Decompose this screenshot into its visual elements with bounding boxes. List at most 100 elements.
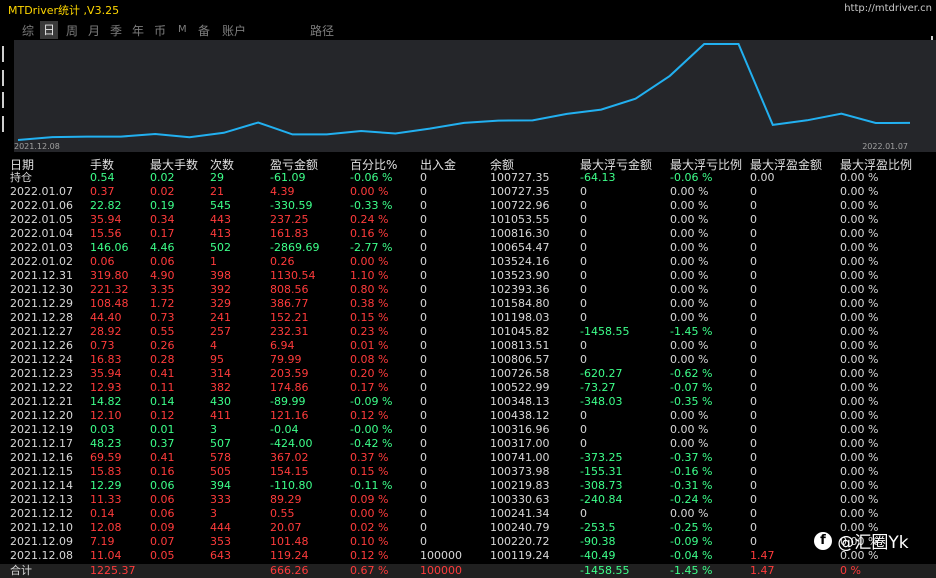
tab-notes[interactable]: 备 [198, 24, 211, 38]
col-max-lots[interactable]: 最大手数 [150, 158, 199, 172]
table-row[interactable]: 2021.12.15 15.83 0.16 505 154.15 0.15 % 0 10037… [0, 465, 936, 479]
col-percent[interactable]: 百分比% [350, 158, 398, 172]
table-row[interactable]: 2021.12.09 7.19 0.07 353 101.48 0.10 % 0 100220… [0, 535, 936, 549]
table-row[interactable]: 2021.12.13 11.33 0.06 333 89.29 0.09 % 0 100330… [0, 493, 936, 507]
col-date[interactable]: 日期 [10, 158, 35, 172]
table-row[interactable]: 2022.01.05 35.94 0.34 443 237.25 0.24 % 0 10105… [0, 213, 936, 227]
col-lots[interactable]: 手数 [90, 158, 115, 172]
cell-max-float-loss-pct: 0.00 % [670, 227, 709, 240]
cell-max-float-loss-pct: -0.09 % [670, 535, 713, 548]
cell-lots: 44.40 [90, 311, 122, 324]
cell-profit: 20.07 [270, 521, 302, 534]
cell-deposit: 0 [420, 493, 427, 506]
cell-max-lots: 0.02 [150, 185, 175, 198]
cell-lots: 14.82 [90, 395, 122, 408]
cell-date: 2021.12.30 [10, 283, 73, 296]
cell-max-lots: 4.46 [150, 241, 175, 254]
cell-profit: -0.04 [270, 423, 299, 436]
cell-date: 2021.12.12 [10, 507, 73, 520]
col-max-float-profit[interactable]: 最大浮盈金额 [750, 158, 823, 172]
table-row[interactable]: 2022.01.06 22.82 0.19 545 -330.59 -0.33 % 0 100… [0, 199, 936, 213]
tab-path[interactable]: 路径 [310, 24, 335, 38]
table-row[interactable]: 2021.12.16 69.59 0.41 578 367.02 0.37 % 0 10074… [0, 451, 936, 465]
cell-percent: -2.77 % [350, 241, 393, 254]
table-row[interactable]: 2021.12.27 28.92 0.55 257 232.31 0.23 % 0 10104… [0, 325, 936, 339]
cell-max-float-profit-pct: 0.00 % [840, 353, 879, 366]
col-count[interactable]: 次数 [210, 158, 235, 172]
cell-max-lots: 1.72 [150, 297, 175, 310]
cell-max-float-profit-pct: 0.00 % [840, 171, 879, 184]
tab-account[interactable]: 账户 [222, 24, 247, 38]
table-row[interactable]: 2021.12.10 12.08 0.09 444 20.07 0.02 % 0 100240… [0, 521, 936, 535]
cell-max-float-loss: 0 [580, 297, 587, 310]
table-row[interactable]: 2021.12.23 35.94 0.41 314 203.59 0.20 % 0 10072… [0, 367, 936, 381]
table-row[interactable]: 2021.12.20 12.10 0.12 411 121.16 0.12 % 0 10043… [0, 409, 936, 423]
total-lots: 1225.37 [90, 564, 136, 577]
cell-balance: 100654.47 [490, 241, 550, 254]
cell-max-float-loss: -253.5 [580, 521, 616, 534]
col-max-float-profit-pct[interactable]: 最大浮盈比例 [840, 158, 913, 172]
table-row[interactable]: 2022.01.07 0.37 0.02 21 4.39 0.00 % 0 100727.35… [0, 185, 936, 199]
cell-lots: 16.83 [90, 353, 122, 366]
tab-magic[interactable]: M [178, 24, 187, 35]
tab-year[interactable]: 年 [132, 24, 145, 38]
table-row[interactable]: 2021.12.31 319.80 4.90 398 1130.54 1.10 % 0 103… [0, 269, 936, 283]
cell-percent: 0.00 % [350, 507, 389, 520]
cell-count: 4 [210, 339, 217, 352]
cell-profit: 174.86 [270, 381, 309, 394]
cell-max-float-profit-pct: 0.00 % [840, 465, 879, 478]
table-row[interactable]: 2021.12.29 108.48 1.72 329 386.77 0.38 % 0 1015… [0, 297, 936, 311]
cell-max-lots: 0.34 [150, 213, 175, 226]
cell-max-float-loss: 0 [580, 269, 587, 282]
table-row[interactable]: 2021.12.12 0.14 0.06 3 0.55 0.00 % 0 100241.34 0… [0, 507, 936, 521]
cell-max-float-profit-pct: 0.00 % [840, 451, 879, 464]
table-row[interactable]: 2021.12.24 16.83 0.28 95 79.99 0.08 % 0 100806.… [0, 353, 936, 367]
table-row[interactable]: 2021.12.19 0.03 0.01 3 -0.04 -0.00 % 0 100316.9… [0, 423, 936, 437]
cell-profit: 0.26 [270, 255, 295, 268]
cell-max-float-profit-pct: 0.00 % [840, 549, 879, 562]
website-link[interactable]: http://mtdriver.cn [844, 3, 932, 14]
table-row[interactable]: 2021.12.26 0.73 0.26 4 6.94 0.01 % 0 100813.51 0… [0, 339, 936, 353]
table-row[interactable]: 2022.01.04 15.56 0.17 413 161.83 0.16 % 0 10081… [0, 227, 936, 241]
cell-percent: 0.12 % [350, 549, 389, 562]
cell-profit: -110.80 [270, 479, 313, 492]
cell-count: 3 [210, 423, 217, 436]
cell-max-float-profit-pct: 0.00 % [840, 227, 879, 240]
table-row[interactable]: 2021.12.28 44.40 0.73 241 152.21 0.15 % 0 10119… [0, 311, 936, 325]
table-row[interactable]: 持仓 0.54 0.02 29 -61.09 -0.06 % 0 100727.35 -64.1… [0, 171, 936, 185]
tab-summary[interactable]: 综 [22, 24, 35, 38]
table-row[interactable]: 2021.12.21 14.82 0.14 430 -89.99 -0.09 % 0 1003… [0, 395, 936, 409]
table-row[interactable]: 2021.12.08 11.04 0.05 643 119.24 0.12 % 100000… [0, 549, 936, 563]
col-profit[interactable]: 盈亏金额 [270, 158, 319, 172]
total-max-float-loss-pct: -1.45 % [670, 564, 713, 577]
table-row[interactable]: 2022.01.02 0.06 0.06 1 0.26 0.00 % 0 103524.16 0… [0, 255, 936, 269]
table-row[interactable]: 2022.01.03 146.06 4.46 502 -2869.69 -2.77 % 0 1… [0, 241, 936, 255]
cell-balance: 103523.90 [490, 269, 550, 282]
cell-date: 2021.12.10 [10, 521, 73, 534]
cell-lots: 12.29 [90, 479, 122, 492]
tab-month[interactable]: 月 [88, 24, 101, 38]
chart-start-date: 2021.12.08 [14, 142, 60, 151]
tab-quarter[interactable]: 季 [110, 24, 123, 38]
table-row[interactable]: 2021.12.14 12.29 0.06 394 -110.80 -0.11 % 0 100… [0, 479, 936, 493]
cell-deposit: 0 [420, 451, 427, 464]
cell-max-float-profit-pct: 0.00 % [840, 535, 879, 548]
table-row[interactable]: 2021.12.30 221.32 3.35 392 808.56 0.80 % 0 1023… [0, 283, 936, 297]
title-bar: MTDriver统计 ,V3.25 http://mtdriver.cn [0, 0, 936, 18]
col-deposit[interactable]: 出入金 [420, 158, 457, 172]
table-row[interactable]: 2021.12.17 48.23 0.37 507 -424.00 -0.42 % 0 100… [0, 437, 936, 451]
cell-max-float-loss-pct: 0.00 % [670, 255, 709, 268]
cell-date: 2021.12.08 [10, 549, 73, 562]
cell-profit: 203.59 [270, 367, 309, 380]
tab-day[interactable]: 日 [40, 21, 59, 39]
cell-date: 2022.01.02 [10, 255, 73, 268]
col-balance[interactable]: 余额 [490, 158, 515, 172]
table-row[interactable]: 2021.12.22 12.93 0.11 382 174.86 0.17 % 0 10052… [0, 381, 936, 395]
cell-max-float-loss-pct: 0.00 % [670, 241, 709, 254]
col-max-float-loss[interactable]: 最大浮亏金额 [580, 158, 653, 172]
cell-count: 241 [210, 311, 231, 324]
cell-max-float-loss: 0 [580, 241, 587, 254]
tab-currency[interactable]: 币 [154, 24, 167, 38]
col-max-float-loss-pct[interactable]: 最大浮亏比例 [670, 158, 743, 172]
tab-week[interactable]: 周 [66, 24, 79, 38]
